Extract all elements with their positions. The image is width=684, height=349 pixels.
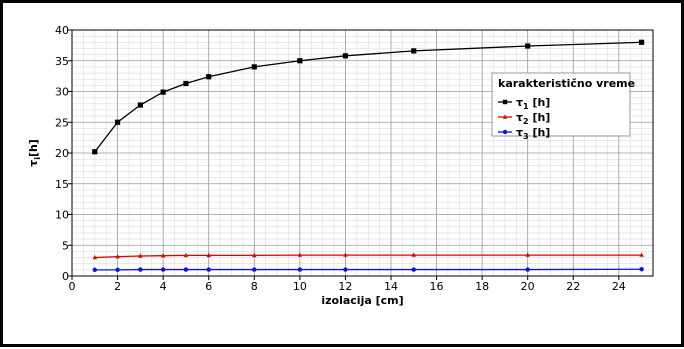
series-3-point [343, 267, 348, 272]
legend-label-symbol: τ [516, 126, 523, 139]
legend-item-3: τ3 [h] [498, 126, 550, 141]
series-1-point [525, 43, 531, 49]
legend-label-symbol: τ [516, 96, 523, 109]
x-tick-label: 20 [521, 280, 535, 293]
series-3-point [639, 267, 644, 272]
legend-label-subscript: 2 [523, 117, 529, 126]
series-3-point [206, 267, 211, 272]
series-3-point [183, 267, 189, 272]
axis-ticks [68, 29, 620, 280]
y-tick-label: 40 [55, 24, 69, 37]
x-tick-label: 10 [293, 280, 307, 293]
series-2-point [639, 252, 644, 257]
series-3-point [411, 267, 416, 272]
x-tick-label: 6 [205, 280, 212, 293]
series-2-point [297, 252, 303, 257]
series-1-point [206, 74, 212, 80]
series-3-point [525, 267, 530, 272]
series-1-point [160, 89, 166, 95]
series-1-point [114, 119, 121, 125]
series-1-point [183, 80, 189, 87]
y-tick-label: 5 [62, 239, 69, 252]
series-1-point [137, 102, 143, 108]
series-2-line [94, 254, 642, 259]
y-axis-title-subscript: i [33, 157, 42, 160]
series-3-point [297, 267, 303, 272]
series-2-point [160, 253, 166, 258]
legend-label-subscript: 3 [523, 132, 529, 141]
x-axis-tick-labels: 0 2 4 6 8 10 12 14 16 18 20 22 24 [69, 280, 626, 293]
x-tick-label: 8 [251, 280, 258, 293]
series-2-point [411, 252, 416, 257]
legend-label: τ3 [h] [516, 126, 550, 141]
series-1-point [297, 58, 303, 64]
series-2 [92, 252, 644, 260]
y-tick-label: 25 [55, 116, 69, 129]
series-3-point [138, 267, 143, 272]
series-2-point [343, 252, 348, 257]
y-tick-label: 35 [55, 55, 69, 68]
series-1-point [342, 53, 349, 59]
series-2-point [138, 253, 143, 258]
legend-label-unit: [h] [529, 111, 551, 124]
legend-label: τ2 [h] [516, 111, 550, 126]
series-1-point [411, 48, 417, 54]
legend-items: τ1 [h]τ2 [h]τ3 [h] [498, 96, 550, 141]
legend-label-symbol: τ [516, 111, 523, 124]
legend-box [491, 72, 631, 137]
x-axis-title: izolacija [cm] [321, 294, 403, 307]
legend-label-subscript: 1 [523, 102, 529, 111]
series-layer [92, 39, 645, 273]
series-2-point [92, 254, 97, 260]
series-3-point [160, 267, 166, 272]
y-tick-label: 20 [55, 147, 69, 160]
legend-swatch-marker [502, 114, 508, 119]
series-2-point [115, 253, 120, 259]
series-1-line [94, 41, 642, 153]
series-1-point [92, 149, 98, 155]
legend-title: karakteristično vreme [498, 77, 635, 90]
x-tick-label: 18 [475, 280, 489, 293]
x-tick-label: 12 [338, 280, 352, 293]
y-tick-label: 10 [55, 209, 69, 222]
y-axis-tick-labels: 0 5 10 15 20 25 30 35 40 [55, 24, 69, 283]
y-axis-title-unit: [h] [27, 139, 40, 157]
y-tick-label: 30 [55, 86, 69, 99]
legend-item-2: τ2 [h] [498, 111, 550, 126]
series-2-point [525, 252, 530, 257]
y-tick-label: 0 [62, 270, 69, 283]
y-axis-title: τi[h] [27, 139, 42, 167]
series-2-point [206, 252, 211, 258]
x-tick-label: 16 [430, 280, 444, 293]
legend: karakteristično vreme τ1 [h]τ2 [h]τ3 [h] [491, 72, 635, 141]
series-1-point [251, 64, 257, 70]
legend-item-1: τ1 [h] [498, 96, 550, 111]
legend-swatch-marker [502, 99, 508, 105]
x-tick-label: 4 [160, 280, 167, 293]
x-tick-label: 2 [114, 280, 121, 293]
legend-label-unit: [h] [529, 96, 551, 109]
y-tick-label: 15 [55, 178, 69, 191]
x-tick-label: 22 [566, 280, 580, 293]
x-tick-label: 24 [612, 280, 626, 293]
series-3-point [92, 267, 97, 273]
x-tick-label: 14 [384, 280, 398, 293]
series-1 [92, 39, 645, 155]
x-tick-label: 0 [69, 280, 76, 293]
y-axis-title-symbol: τ [27, 160, 40, 167]
series-3-point [115, 267, 120, 273]
legend-label-unit: [h] [529, 126, 551, 139]
series-3-line [94, 268, 642, 271]
legend-swatch-marker [502, 129, 508, 135]
series-3-point [252, 267, 257, 272]
series-1-point [639, 39, 645, 45]
series-2-point [252, 252, 257, 258]
legend-label: τ1 [h] [516, 96, 550, 111]
series-3 [92, 267, 644, 273]
series-2-point [183, 252, 189, 258]
